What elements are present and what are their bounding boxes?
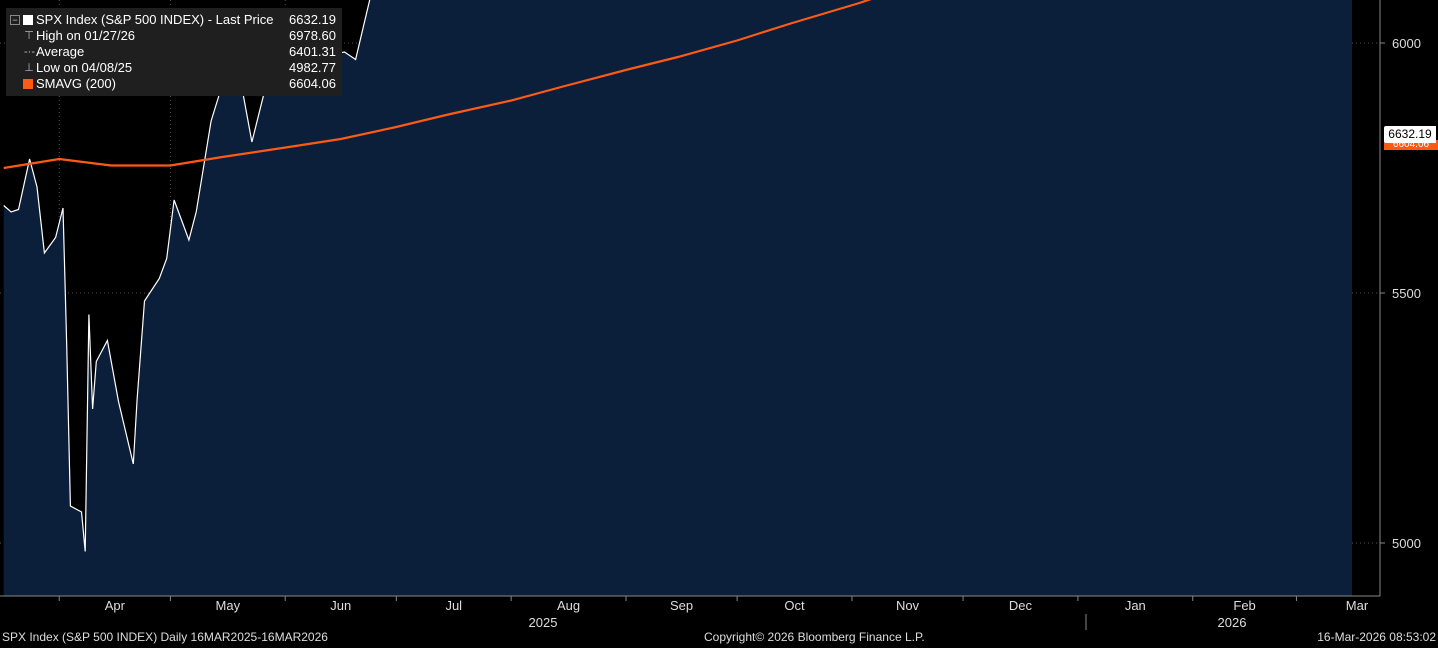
footer-copyright: Copyright© 2026 Bloomberg Finance L.P. <box>704 630 925 644</box>
x-tick-label: Dec <box>1009 598 1033 613</box>
legend-value-sma: 6604.06 <box>289 76 336 91</box>
x-axis-ticks: Apr May Jun Jul Aug Sep Oct Nov Dec Jan Feb Mar 2025… <box>58 596 1369 630</box>
last-price-tag: 6632.19 <box>1384 126 1436 143</box>
x-tick-label: Sep <box>670 598 693 613</box>
legend-value-low: 4982.77 <box>289 60 336 75</box>
footer-security-description: SPX Index (S&P 500 INDEX) Daily 16MAR202… <box>2 630 328 644</box>
y-axis-ticks: 50005500600065007000 <box>1380 36 1421 551</box>
x-tick-label: Oct <box>784 598 805 613</box>
legend-value-high: 6978.60 <box>289 28 336 43</box>
high-marker-icon: ⊤ <box>24 30 34 42</box>
chart-legend: − SPX Index (S&P 500 INDEX) - Last Price… <box>6 8 342 96</box>
x-tick-label: Apr <box>105 598 126 613</box>
legend-value-last-price: 6632.19 <box>289 12 336 27</box>
x-tick-label: Feb <box>1233 598 1255 613</box>
legend-row-low: ⊥ Low on 04/08/25 4982.77 <box>6 60 342 76</box>
legend-row-last-price: − SPX Index (S&P 500 INDEX) - Last Price… <box>6 12 342 28</box>
legend-label-high: High on 01/27/26 <box>36 28 136 43</box>
x-tick-label: Mar <box>1346 598 1369 613</box>
legend-value-average: 6401.31 <box>289 44 336 59</box>
sma-price-tag: 6604.06 <box>1384 140 1438 150</box>
legend-label-last-price: SPX Index (S&P 500 INDEX) - Last Price <box>36 12 274 27</box>
legend-swatch-sma <box>23 79 33 89</box>
collapse-icon[interactable]: − <box>10 15 20 25</box>
x-tick-label: May <box>216 598 241 613</box>
x-tick-label: Jun <box>330 598 351 613</box>
x-year-label: 2025 <box>529 615 558 630</box>
x-tick-label: Nov <box>896 598 920 613</box>
sma-line <box>3 0 872 170</box>
price-area <box>3 0 1352 596</box>
y-tick-label: 6000 <box>1392 36 1421 51</box>
legend-label-average: Average <box>36 44 85 59</box>
price-line <box>3 0 371 552</box>
legend-label-sma: SMAVG (200) <box>36 76 116 91</box>
y-tick-label: 5500 <box>1392 286 1421 301</box>
x-year-label: 2026 <box>1218 615 1247 630</box>
legend-row-high: ⊤ High on 01/27/26 6978.60 <box>6 28 342 44</box>
legend-label-low: Low on 04/08/25 <box>36 60 133 75</box>
x-tick-label: Jan <box>1125 598 1146 613</box>
low-marker-icon: ⊥ <box>24 62 34 74</box>
average-marker-icon: -·- <box>24 46 35 58</box>
legend-row-average: -·- Average 6401.31 <box>6 44 342 60</box>
x-tick-label: Jul <box>445 598 462 613</box>
legend-swatch-price <box>23 15 33 25</box>
footer-timestamp: 16-Mar-2026 08:53:02 <box>1317 630 1436 644</box>
y-tick-label: 5000 <box>1392 536 1421 551</box>
x-tick-label: Aug <box>557 598 580 613</box>
legend-row-sma: SMAVG (200) 6604.06 <box>6 76 342 92</box>
